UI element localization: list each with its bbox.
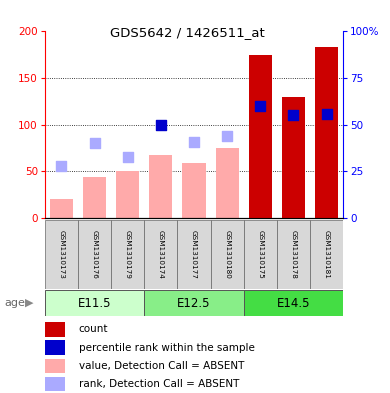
Text: value, Detection Call = ABSENT: value, Detection Call = ABSENT: [79, 361, 244, 371]
Text: GSM1310177: GSM1310177: [191, 230, 197, 279]
Text: E14.5: E14.5: [277, 296, 310, 310]
Bar: [111, 220, 144, 289]
Text: GSM1310181: GSM1310181: [324, 230, 330, 279]
Point: [58, 163, 65, 169]
Text: count: count: [79, 324, 108, 334]
Point: [191, 138, 197, 145]
Bar: [45, 220, 78, 289]
Bar: [144, 220, 177, 289]
Bar: [216, 148, 239, 218]
Text: age: age: [4, 298, 25, 308]
Bar: [45, 358, 65, 373]
Text: GSM1310180: GSM1310180: [224, 230, 230, 279]
Text: GSM1310173: GSM1310173: [58, 230, 64, 279]
Point: [290, 112, 296, 119]
Text: E11.5: E11.5: [78, 296, 111, 310]
Point: [323, 110, 330, 117]
Point: [224, 133, 230, 139]
Bar: [45, 377, 65, 391]
Bar: [144, 290, 244, 316]
Bar: [83, 177, 106, 218]
Bar: [277, 220, 310, 289]
Bar: [116, 171, 139, 218]
Text: GSM1310178: GSM1310178: [291, 230, 296, 279]
Bar: [45, 290, 144, 316]
Text: rank, Detection Call = ABSENT: rank, Detection Call = ABSENT: [79, 379, 239, 389]
Point: [124, 153, 131, 160]
Bar: [244, 290, 343, 316]
Point: [91, 140, 98, 147]
Text: GSM1310179: GSM1310179: [125, 230, 131, 279]
Text: GDS5642 / 1426511_at: GDS5642 / 1426511_at: [110, 26, 264, 39]
Bar: [244, 220, 277, 289]
Text: GSM1310176: GSM1310176: [92, 230, 98, 279]
Text: percentile rank within the sample: percentile rank within the sample: [79, 343, 254, 353]
Bar: [211, 220, 244, 289]
Bar: [315, 47, 338, 218]
Bar: [45, 322, 65, 336]
Bar: [50, 200, 73, 218]
Text: GSM1310174: GSM1310174: [158, 230, 164, 279]
Bar: [78, 220, 111, 289]
Text: E12.5: E12.5: [177, 296, 211, 310]
Text: GSM1310175: GSM1310175: [257, 230, 263, 279]
Bar: [149, 155, 172, 218]
Bar: [310, 220, 343, 289]
Point: [158, 122, 164, 128]
Bar: [282, 97, 305, 218]
Bar: [177, 220, 211, 289]
Point: [257, 103, 263, 109]
Bar: [249, 55, 272, 218]
Bar: [183, 163, 206, 218]
Bar: [45, 340, 65, 355]
Text: ▶: ▶: [25, 298, 34, 308]
